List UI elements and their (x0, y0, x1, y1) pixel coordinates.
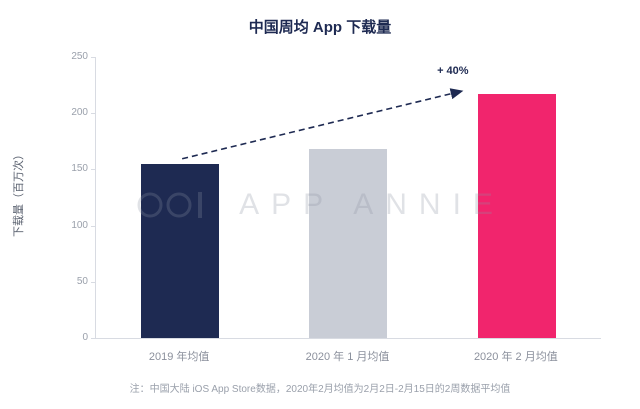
bar-2020 年 2 月均值 (477, 94, 556, 338)
footnote: 注：中国大陆 iOS App Store数据，2020年2月均值为2月2日-2月… (129, 384, 511, 395)
bar-slot (96, 57, 264, 338)
y-tick-mark (91, 169, 96, 171)
y-tick-mark (91, 338, 96, 339)
y-tick-label: 50 (76, 275, 88, 287)
bar-2020 年 1 月均值 (309, 149, 388, 338)
plot-area: + 40% (91, 57, 601, 339)
bar-2019 年均值 (141, 164, 220, 338)
y-tick-mark (91, 225, 96, 227)
y-tick-label: 0 (82, 332, 88, 343)
bar-slot (433, 57, 601, 338)
y-axis-title: 下载量（百万次） (13, 149, 25, 237)
x-axis-label: 2020 年 1 月均值 (305, 351, 390, 363)
y-axis-tick-labels: 0 50 100 150 200 250 (48, 51, 88, 343)
y-tick-label: 200 (71, 107, 88, 119)
x-axis-label: 2020 年 2 月均值 (473, 351, 558, 363)
growth-annotation: + 40% (417, 64, 488, 79)
bar-slot (264, 57, 432, 338)
y-tick-label: 250 (71, 51, 88, 62)
x-axis-label: 2019 年均值 (148, 351, 210, 363)
y-tick-mark (91, 57, 96, 58)
y-tick-mark (91, 281, 96, 283)
bars-group (96, 57, 601, 338)
x-axis-labels: 2019 年均值 2020 年 1 月均值 2020 年 2 月均值 (95, 348, 600, 364)
y-tick-label: 100 (71, 219, 88, 231)
y-tick-mark (91, 113, 96, 115)
chart-title: 中国周均 App 下载量 (248, 19, 392, 36)
y-tick-label: 150 (71, 163, 88, 175)
